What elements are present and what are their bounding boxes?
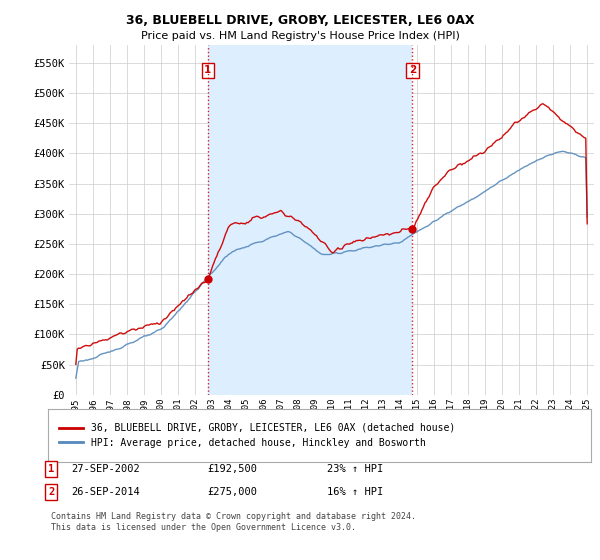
Text: 26-SEP-2014: 26-SEP-2014 bbox=[71, 487, 140, 497]
Text: Price paid vs. HM Land Registry's House Price Index (HPI): Price paid vs. HM Land Registry's House … bbox=[140, 31, 460, 41]
Text: 27-SEP-2002: 27-SEP-2002 bbox=[71, 464, 140, 474]
Text: 23% ↑ HPI: 23% ↑ HPI bbox=[327, 464, 383, 474]
Text: £275,000: £275,000 bbox=[207, 487, 257, 497]
Legend: 36, BLUEBELL DRIVE, GROBY, LEICESTER, LE6 0AX (detached house), HPI: Average pri: 36, BLUEBELL DRIVE, GROBY, LEICESTER, LE… bbox=[53, 417, 461, 454]
Text: 2: 2 bbox=[409, 65, 416, 75]
Text: 16% ↑ HPI: 16% ↑ HPI bbox=[327, 487, 383, 497]
Text: 2: 2 bbox=[48, 487, 54, 497]
Text: 1: 1 bbox=[48, 464, 54, 474]
Text: 1: 1 bbox=[204, 65, 212, 75]
Text: £192,500: £192,500 bbox=[207, 464, 257, 474]
Text: Contains HM Land Registry data © Crown copyright and database right 2024.
This d: Contains HM Land Registry data © Crown c… bbox=[51, 512, 416, 532]
Bar bbox=[208, 45, 412, 395]
Text: 36, BLUEBELL DRIVE, GROBY, LEICESTER, LE6 0AX: 36, BLUEBELL DRIVE, GROBY, LEICESTER, LE… bbox=[126, 14, 474, 27]
